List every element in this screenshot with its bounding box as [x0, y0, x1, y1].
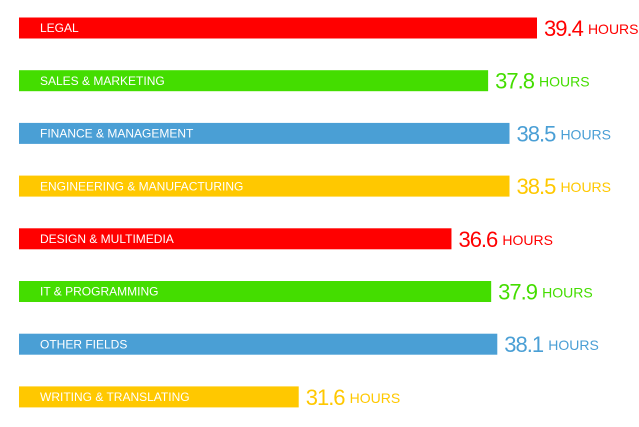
category-label: FINANCE & MANAGEMENT: [40, 127, 194, 141]
category-label: IT & PROGRAMMING: [40, 285, 158, 299]
value-label: 31.6 HOURS: [306, 385, 401, 410]
value-label: 38.5 HOURS: [517, 121, 612, 146]
bar: [19, 175, 510, 197]
category-label: WRITING & TRANSLATING: [40, 390, 190, 404]
bar: [19, 386, 299, 408]
bar: [19, 281, 492, 302]
bar: [19, 122, 510, 144]
category-label: ENGINEERING & MANUFACTURING: [40, 179, 243, 193]
value-label: 37.9 HOURS: [498, 279, 592, 304]
value-label: 36.6 HOURS: [458, 227, 553, 252]
value-label: 37.8 HOURS: [495, 69, 590, 94]
value-label: 39.4 HOURS: [544, 16, 639, 41]
bar: [19, 228, 452, 250]
category-label: LEGAL: [40, 21, 79, 35]
category-label: OTHER FIELDS: [40, 337, 127, 351]
category-label: SALES & MARKETING: [40, 74, 165, 88]
value-label: 38.1 HOURS: [504, 332, 598, 357]
bar: [19, 70, 489, 92]
bar: [19, 17, 537, 39]
value-label: 38.5 HOURS: [517, 174, 612, 199]
bar: [19, 333, 498, 355]
category-label: DESIGN & MULTIMEDIA: [40, 232, 174, 246]
